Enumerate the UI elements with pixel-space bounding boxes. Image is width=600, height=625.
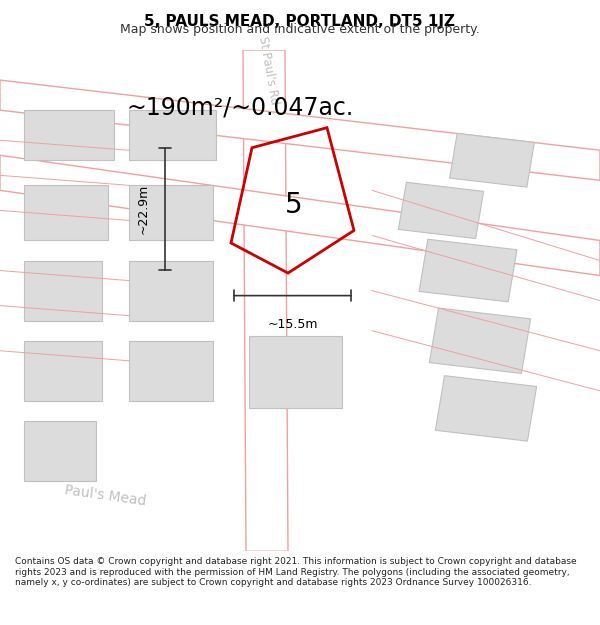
Bar [24, 421, 96, 481]
Text: Contains OS data © Crown copyright and database right 2021. This information is : Contains OS data © Crown copyright and d… [15, 557, 577, 587]
Text: 5, PAULS MEAD, PORTLAND, DT5 1JZ: 5, PAULS MEAD, PORTLAND, DT5 1JZ [145, 14, 455, 29]
Polygon shape [243, 50, 288, 551]
Text: 5: 5 [285, 191, 303, 219]
Polygon shape [0, 80, 600, 181]
Polygon shape [0, 155, 600, 276]
Text: St Paul's Rd: St Paul's Rd [256, 35, 281, 105]
Bar [24, 186, 108, 241]
Text: Map shows position and indicative extent of the property.: Map shows position and indicative extent… [120, 23, 480, 36]
Text: ~15.5m: ~15.5m [267, 318, 318, 331]
Bar [24, 341, 102, 401]
Bar [419, 239, 517, 302]
Bar [449, 133, 535, 187]
Text: Paul's Mead: Paul's Mead [63, 484, 147, 509]
Bar [398, 182, 484, 239]
Bar [129, 341, 213, 401]
Bar [249, 336, 342, 408]
Bar [24, 261, 102, 321]
Bar [129, 110, 216, 160]
Bar [430, 308, 530, 373]
Bar [129, 186, 213, 241]
Text: ~190m²/~0.047ac.: ~190m²/~0.047ac. [127, 96, 353, 119]
Bar [24, 110, 114, 160]
Bar [436, 376, 536, 441]
Bar [129, 261, 213, 321]
Text: ~22.9m: ~22.9m [137, 184, 150, 234]
